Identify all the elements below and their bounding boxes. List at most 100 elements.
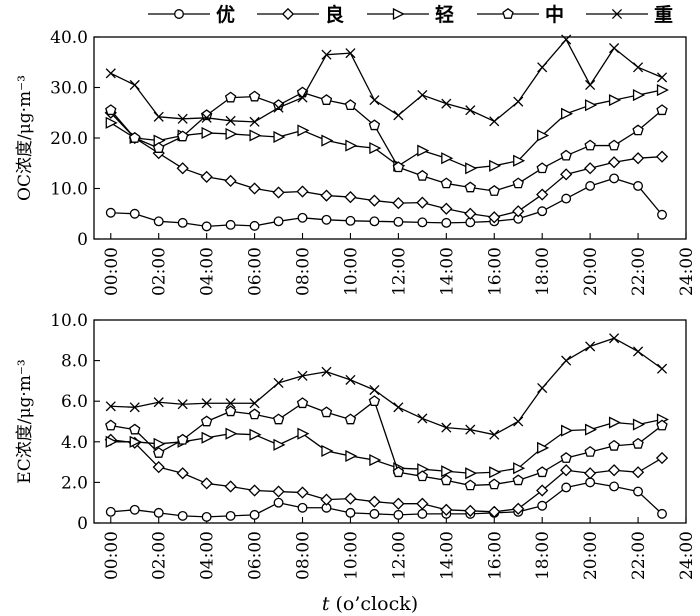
data-point: [585, 79, 596, 91]
legend-marker: [502, 7, 514, 19]
data-point: [297, 502, 308, 513]
data-point: [368, 194, 381, 207]
x-tick-label: 14:00: [437, 247, 457, 296]
data-point: [656, 104, 668, 116]
data-point: [177, 399, 188, 410]
y-tick-label: 8.0: [61, 352, 88, 372]
y-axis-label: OC浓度/μg·m⁻³: [15, 75, 35, 201]
legend-label: 优: [216, 3, 235, 26]
data-point: [560, 149, 572, 161]
x-tick-label: 12:00: [389, 531, 409, 580]
series-line: [110, 418, 663, 474]
data-point: [655, 451, 669, 465]
data-point: [561, 107, 574, 120]
data-point: [607, 156, 621, 169]
data-point: [512, 205, 525, 218]
data-point: [633, 486, 644, 497]
data-point: [225, 219, 236, 230]
data-point: [176, 467, 189, 480]
data-point: [129, 435, 142, 448]
data-point: [369, 216, 380, 227]
x-tick-label: 06:00: [246, 531, 266, 580]
data-point: [631, 152, 645, 165]
data-point: [584, 139, 596, 151]
x-tick-label: 20:00: [581, 531, 601, 580]
data-point: [417, 90, 428, 101]
data-point: [488, 185, 500, 196]
data-point: [392, 466, 405, 478]
data-point: [272, 186, 285, 199]
data-point: [176, 162, 189, 175]
x-tick-label: 14:00: [437, 531, 457, 580]
data-point: [608, 139, 620, 151]
x-tick-label: 08:00: [294, 247, 314, 296]
data-point: [441, 98, 452, 109]
data-point: [393, 402, 404, 413]
x-tick-label: 06:00: [246, 247, 266, 296]
data-point: [297, 212, 308, 223]
data-point: [153, 446, 165, 458]
data-point: [560, 168, 573, 181]
data-point: [441, 217, 452, 228]
data-point: [105, 435, 118, 448]
data-point: [489, 429, 500, 440]
data-point: [177, 217, 188, 228]
data-point: [297, 92, 308, 103]
legend-item: 良: [257, 3, 344, 26]
data-point: [416, 196, 429, 209]
data-point: [512, 177, 524, 189]
data-point: [249, 509, 260, 520]
data-point: [513, 416, 524, 427]
x-tick-label: 24:00: [677, 531, 697, 580]
data-point: [297, 370, 308, 381]
data-point: [152, 461, 165, 474]
data-point: [609, 333, 620, 344]
data-point: [105, 401, 116, 412]
series-1: [105, 173, 667, 232]
series-2: [104, 106, 669, 224]
data-point: [584, 445, 596, 457]
data-point: [441, 465, 454, 478]
data-point: [537, 441, 550, 454]
data-point: [321, 444, 334, 457]
data-point: [536, 466, 548, 478]
data-point: [584, 423, 598, 436]
data-point: [465, 467, 478, 480]
x-tick-label: 16:00: [485, 247, 505, 296]
data-point: [392, 497, 405, 510]
data-point: [129, 131, 141, 143]
data-point: [369, 95, 380, 106]
y-tick-label: 40.0: [50, 28, 88, 48]
data-point: [129, 79, 140, 91]
data-point: [248, 90, 261, 102]
legend-label: 良: [325, 3, 344, 26]
data-point: [201, 398, 212, 409]
x-tick-label: 02:00: [150, 247, 170, 296]
data-point: [321, 366, 332, 377]
data-point: [248, 182, 261, 195]
data-point: [417, 508, 428, 519]
data-point: [249, 398, 260, 409]
data-point: [153, 507, 164, 518]
y-tick-label: 20.0: [50, 129, 88, 149]
data-point: [368, 119, 381, 131]
x-tick-label: 00:00: [102, 531, 122, 580]
data-point: [488, 505, 501, 518]
data-point: [344, 190, 357, 204]
x-tick-label: 04:00: [198, 531, 218, 580]
data-point: [105, 104, 117, 116]
data-point: [393, 216, 404, 227]
data-point: [320, 406, 333, 418]
legend-item: 优: [148, 3, 235, 26]
data-point: [536, 188, 549, 201]
data-point: [440, 474, 453, 486]
data-point: [465, 424, 476, 435]
data-point: [105, 419, 117, 431]
data-point: [537, 62, 548, 73]
data-point: [585, 181, 596, 191]
data-point: [297, 427, 310, 440]
data-point: [417, 217, 428, 228]
data-point: [632, 437, 644, 449]
series-1: [105, 477, 667, 522]
